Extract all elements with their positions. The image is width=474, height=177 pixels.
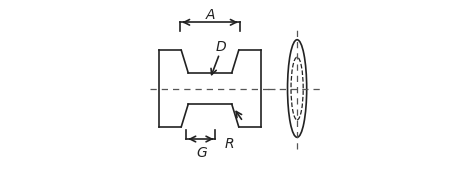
Text: R: R xyxy=(224,137,234,151)
Text: A: A xyxy=(205,8,215,22)
Text: G: G xyxy=(196,146,207,160)
Text: D: D xyxy=(215,40,226,54)
